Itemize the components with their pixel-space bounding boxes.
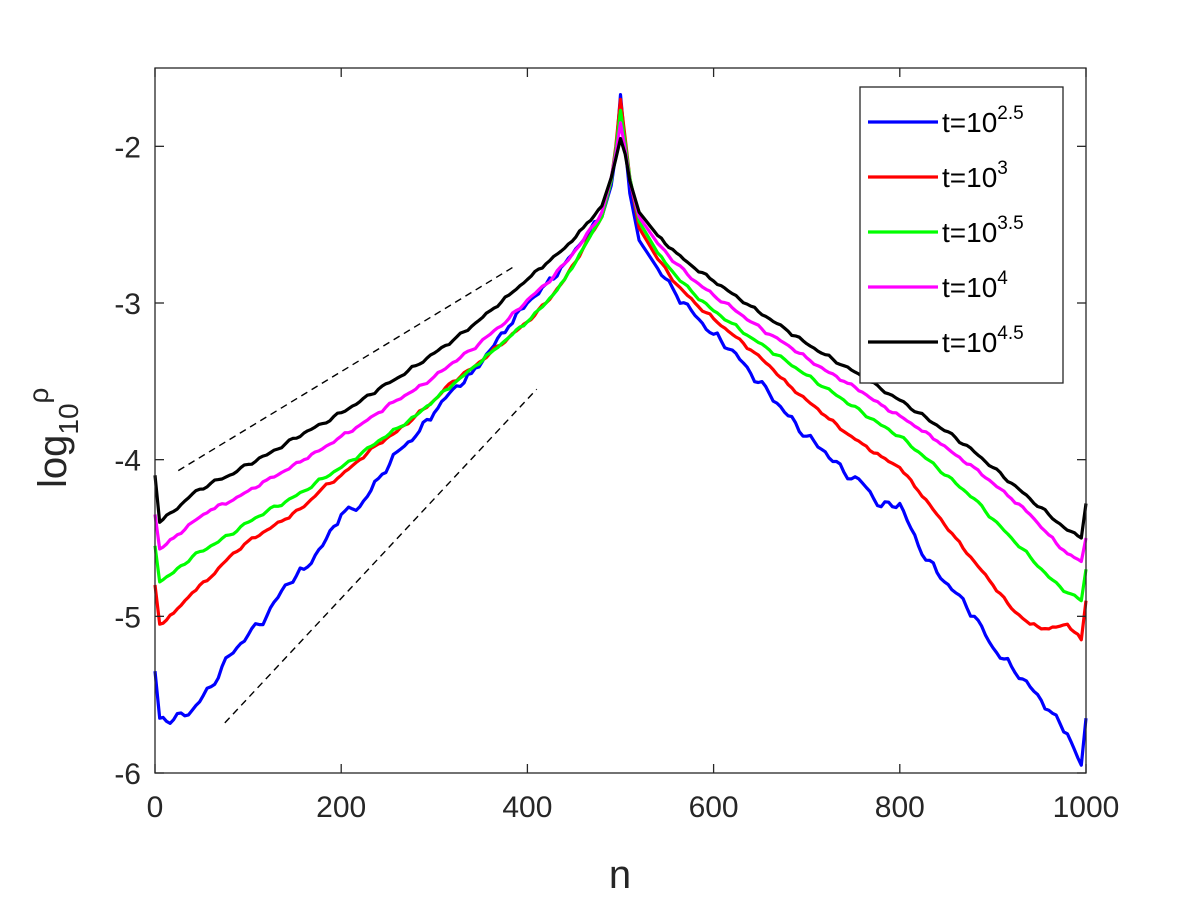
legend-label-exponent: 2.5 [997, 103, 1023, 124]
y-label-superscript: ρ [23, 388, 54, 404]
legend-label-4: t=104 [942, 268, 1008, 303]
reference-lines-group [177, 266, 538, 724]
y-label-subscript: 10 [53, 403, 84, 434]
x-tick-label: 400 [502, 791, 552, 824]
legend-label-base: t=10 [942, 217, 997, 248]
legend-label-exponent: 3.5 [997, 213, 1023, 234]
legend-label-1: t=102.5 [942, 103, 1024, 138]
series-line-4 [153, 121, 1088, 564]
y-axis-label: log10ρ [23, 388, 84, 488]
x-axis-label: n [609, 853, 631, 897]
legend-label-base: t=10 [942, 162, 997, 193]
x-tick-label: 800 [875, 791, 925, 824]
legend-label-exponent: 4.5 [997, 323, 1023, 344]
y-tick-label: -5 [114, 601, 141, 634]
legend-box [859, 86, 1064, 384]
series-group [153, 93, 1088, 767]
legend-label-exponent: 4 [997, 268, 1008, 289]
y-tick-label: -6 [114, 758, 141, 791]
y-tick-label: -2 [114, 131, 141, 164]
x-tick-label: 0 [147, 791, 164, 824]
axes-box [154, 67, 1087, 774]
reference-line-steep [224, 388, 538, 724]
legend-label-3: t=103.5 [942, 213, 1024, 248]
y-label-base: log [31, 435, 75, 488]
series-line-2 [153, 97, 1088, 642]
legend-label-5: t=104.5 [942, 323, 1024, 358]
legend-label-exponent: 3 [997, 158, 1008, 179]
x-tick-label: 200 [316, 791, 366, 824]
x-tick-label: 600 [689, 791, 739, 824]
legend-label-base: t=10 [942, 272, 997, 303]
legend-label-base: t=10 [942, 107, 997, 138]
series-line-5 [153, 136, 1088, 540]
legend-label-2: t=103 [942, 158, 1008, 193]
series-line-1 [153, 93, 1088, 767]
reference-line-shallow [177, 266, 514, 472]
y-tick-label: -3 [114, 288, 141, 321]
x-tick-label: 1000 [1053, 791, 1120, 824]
legend-label-base: t=10 [942, 327, 997, 358]
y-tick-label: -4 [114, 445, 141, 478]
ticks-group: 0 200 400 600 800 1000 -6 -5 -4 -3 -2 [114, 68, 1119, 824]
series-line-3 [153, 108, 1088, 603]
